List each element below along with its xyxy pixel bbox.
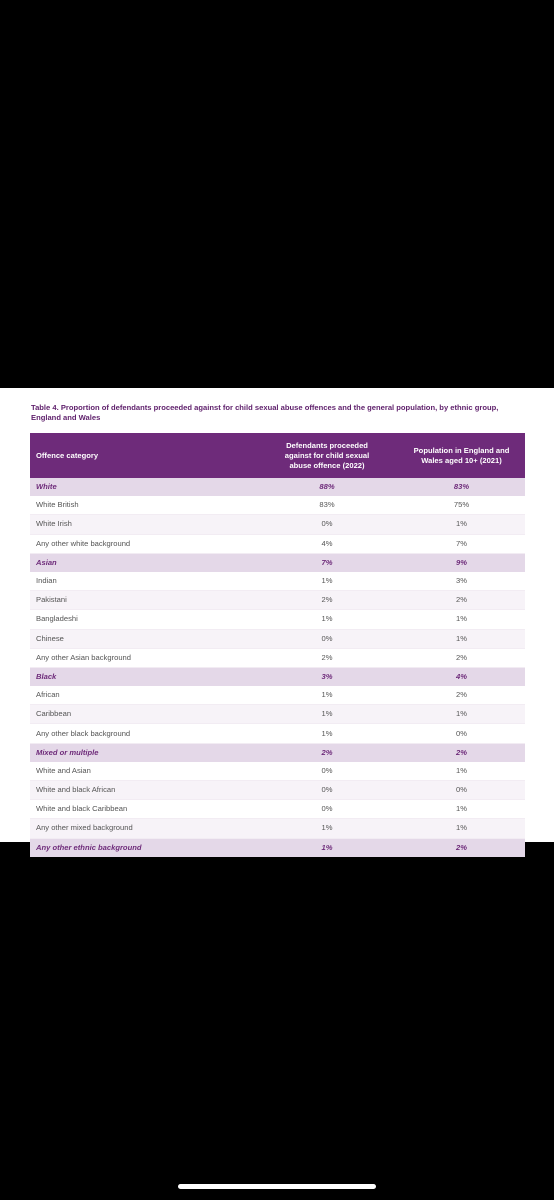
table-row: Chinese 0% 1% — [30, 629, 525, 649]
group-row: Black 3% 4% — [30, 666, 525, 687]
defendants-cell: 4% — [256, 534, 398, 554]
table-row: White and black African 0% 0% — [30, 780, 525, 801]
category-cell: Any other ethnic background — [30, 837, 256, 857]
population-cell: 1% — [398, 799, 525, 820]
group-row: Any other ethnic background 1% 2% — [30, 837, 525, 857]
category-cell: Mixed or multiple — [30, 742, 256, 762]
defendants-cell: 1% — [256, 837, 398, 857]
ethnicity-table: Offence category Defendants proceeded ag… — [30, 433, 525, 857]
table-row: Any other Asian background 2% 2% — [30, 648, 525, 668]
population-cell: 7% — [398, 534, 525, 554]
population-cell: 4% — [398, 666, 525, 687]
defendants-cell: 2% — [256, 590, 398, 611]
defendants-cell: 1% — [256, 818, 398, 839]
population-cell: 1% — [398, 818, 525, 839]
table-row: White and black Caribbean 0% 1% — [30, 799, 525, 820]
table-header-row: Offence category Defendants proceeded ag… — [30, 433, 525, 478]
population-cell: 3% — [398, 571, 525, 592]
population-cell: 83% — [398, 478, 525, 497]
defendants-cell: 1% — [256, 686, 398, 706]
category-cell: Caribbean — [30, 704, 256, 725]
population-cell: 9% — [398, 552, 525, 572]
defendants-cell: 7% — [256, 552, 398, 572]
population-cell: 1% — [398, 514, 525, 535]
header-population: Population in England and Wales aged 10+… — [398, 433, 525, 478]
table-body: White 88% 83% White British 83% 75% White Iris… — [30, 478, 525, 857]
population-cell: 1% — [398, 704, 525, 725]
table-row: Any other white background 4% 7% — [30, 534, 525, 554]
group-row: Mixed or multiple 2% 2% — [30, 742, 525, 762]
population-cell: 2% — [398, 590, 525, 611]
population-cell: 1% — [398, 629, 525, 649]
table-row: White Irish 0% 1% — [30, 514, 525, 535]
group-row: White 88% 83% — [30, 478, 525, 497]
header-offence-category: Offence category — [30, 433, 256, 478]
population-cell: 2% — [398, 648, 525, 668]
defendants-cell: 2% — [256, 648, 398, 668]
defendants-cell: 2% — [256, 742, 398, 762]
category-cell: White and Asian — [30, 761, 256, 781]
defendants-cell: 1% — [256, 609, 398, 630]
table-row: Any other black background 1% 0% — [30, 723, 525, 744]
table-row: Pakistani 2% 2% — [30, 590, 525, 611]
table-row: Bangladeshi 1% 1% — [30, 609, 525, 630]
table-row: African 1% 2% — [30, 686, 525, 706]
table-caption: Table 4. Proportion of defendants procee… — [31, 403, 499, 422]
defendants-cell: 0% — [256, 514, 398, 535]
population-cell: 0% — [398, 780, 525, 801]
table-row: Any other mixed background 1% 1% — [30, 818, 525, 839]
defendants-cell: 83% — [256, 496, 398, 516]
population-cell: 1% — [398, 609, 525, 630]
category-cell: Any other Asian background — [30, 648, 256, 668]
population-cell: 2% — [398, 742, 525, 762]
category-cell: Bangladeshi — [30, 609, 256, 630]
population-cell: 2% — [398, 837, 525, 857]
category-cell: White and black African — [30, 780, 256, 801]
table-row: Indian 1% 3% — [30, 571, 525, 592]
population-cell: 2% — [398, 686, 525, 706]
defendants-cell: 0% — [256, 761, 398, 781]
category-cell: Any other mixed background — [30, 818, 256, 839]
defendants-cell: 1% — [256, 571, 398, 592]
table-row: White and Asian 0% 1% — [30, 761, 525, 781]
category-cell: White Irish — [30, 514, 256, 535]
category-cell: Pakistani — [30, 590, 256, 611]
defendants-cell: 0% — [256, 799, 398, 820]
category-cell: White British — [30, 496, 256, 516]
category-cell: Black — [30, 666, 256, 687]
population-cell: 75% — [398, 496, 525, 516]
defendants-cell: 1% — [256, 704, 398, 725]
group-row: Asian 7% 9% — [30, 552, 525, 572]
category-cell: White — [30, 478, 256, 497]
defendants-cell: 0% — [256, 780, 398, 801]
header-defendants: Defendants proceeded against for child s… — [256, 433, 398, 478]
defendants-cell: 88% — [256, 478, 398, 497]
population-cell: 1% — [398, 761, 525, 781]
category-cell: Indian — [30, 571, 256, 592]
category-cell: Any other white background — [30, 534, 256, 554]
home-indicator[interactable] — [178, 1184, 376, 1189]
defendants-cell: 1% — [256, 723, 398, 744]
document-page: Table 4. Proportion of defendants procee… — [0, 388, 554, 857]
table-row: White British 83% 75% — [30, 496, 525, 516]
population-cell: 0% — [398, 723, 525, 744]
table-row: Caribbean 1% 1% — [30, 704, 525, 725]
category-cell: African — [30, 686, 256, 706]
category-cell: Asian — [30, 552, 256, 572]
category-cell: Any other black background — [30, 723, 256, 744]
defendants-cell: 0% — [256, 629, 398, 649]
defendants-cell: 3% — [256, 666, 398, 687]
category-cell: White and black Caribbean — [30, 799, 256, 820]
category-cell: Chinese — [30, 629, 256, 649]
